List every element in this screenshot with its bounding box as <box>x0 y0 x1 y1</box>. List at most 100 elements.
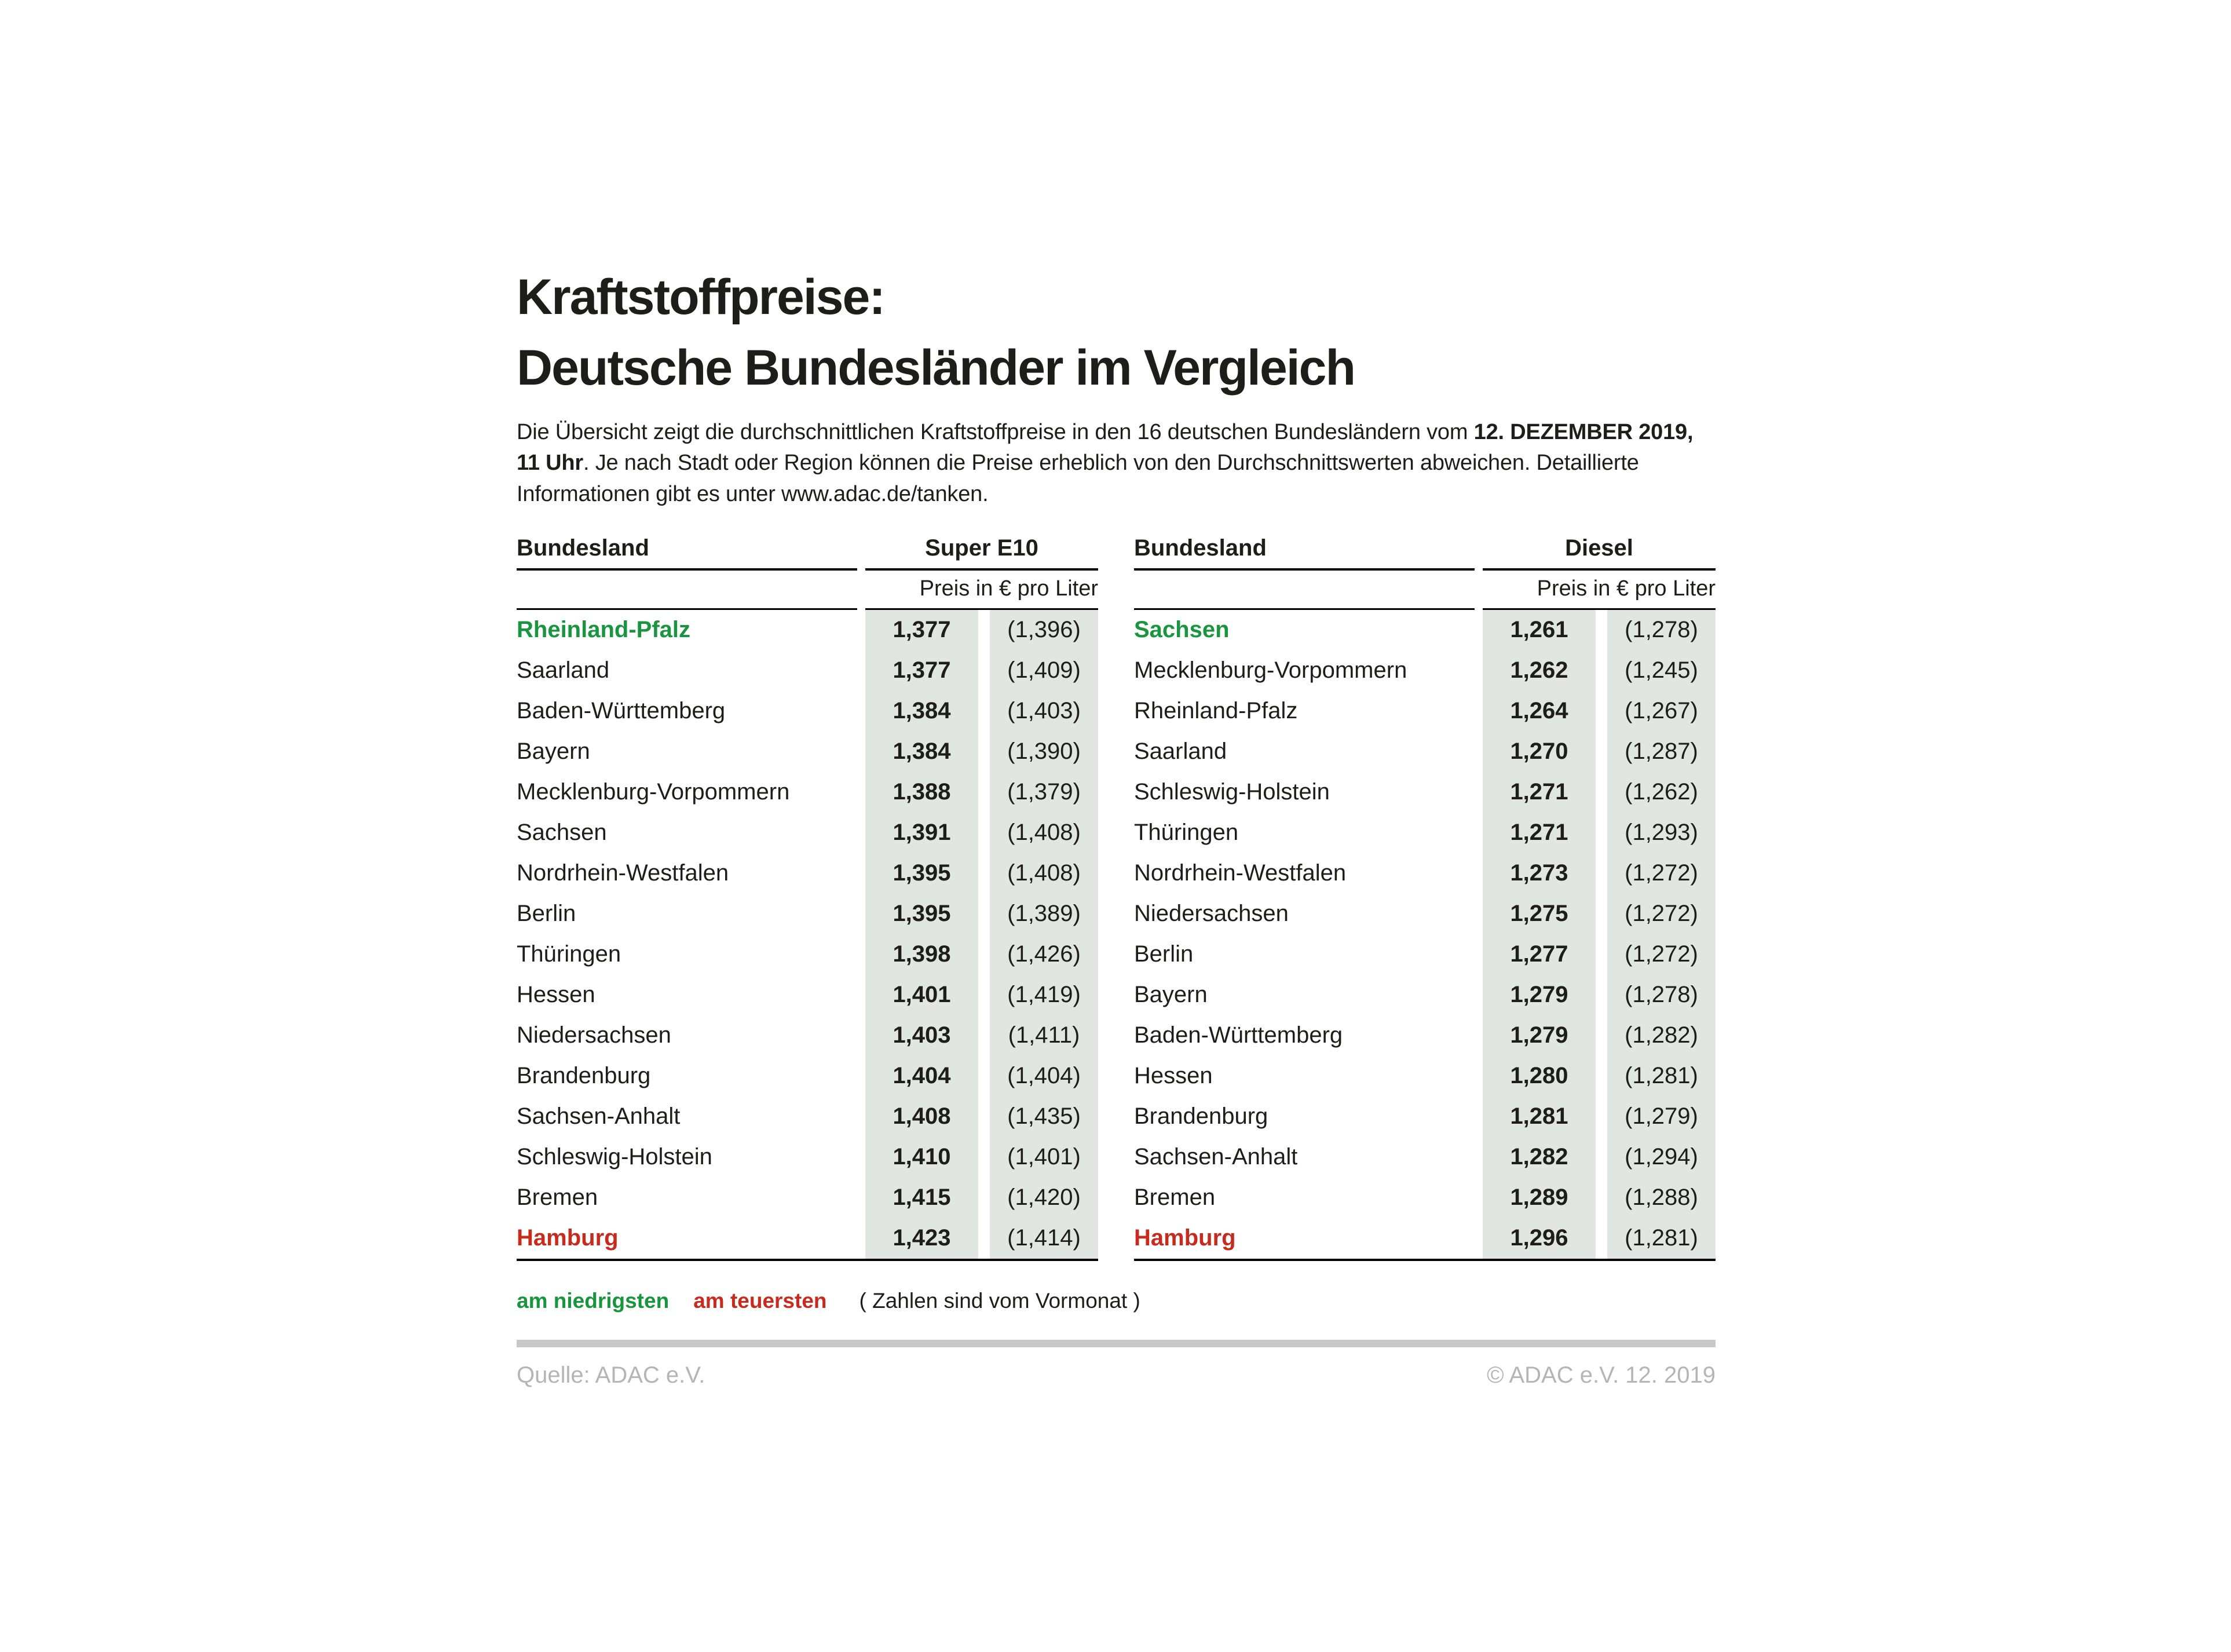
price-cell: 1,271 <box>1483 812 1596 853</box>
legend: am niedrigsten am teuersten ( Zahlen sin… <box>517 1289 1716 1313</box>
table-row: Sachsen-Anhalt 1,408 (1,435) <box>517 1096 1098 1137</box>
prev-price-cell: (1,409) <box>990 650 1098 691</box>
state-cell: Nordrhein-Westfalen <box>1134 860 1347 886</box>
state-cell: Mecklenburg-Vorpommern <box>517 779 790 805</box>
table-row: Bayern 1,384 (1,390) <box>517 731 1098 772</box>
prev-price-cell: (1,403) <box>990 690 1098 732</box>
table-row: Schleswig-Holstein 1,271 (1,262) <box>1134 772 1716 813</box>
table-row: Bremen 1,415 (1,420) <box>517 1177 1098 1218</box>
state-cell: Bayern <box>517 739 590 765</box>
state-cell: Sachsen-Anhalt <box>1134 1144 1298 1170</box>
table-row: Hamburg 1,423 (1,414) <box>517 1218 1098 1259</box>
state-cell: Mecklenburg-Vorpommern <box>1134 657 1407 684</box>
table-row: Schleswig-Holstein 1,410 (1,401) <box>517 1136 1098 1178</box>
intro-text-before: Die Übersicht zeigt die durchschnittlich… <box>517 420 1474 445</box>
table-row: Baden-Württemberg 1,279 (1,282) <box>1134 1015 1716 1056</box>
prev-price-cell: (1,414) <box>990 1218 1098 1259</box>
table-bottom-rule <box>517 1258 1098 1261</box>
prev-price-cell: (1,404) <box>990 1055 1098 1097</box>
prev-price-cell: (1,267) <box>1607 690 1716 732</box>
state-cell: Sachsen-Anhalt <box>517 1103 681 1130</box>
price-cell: 1,384 <box>865 690 978 732</box>
price-cell: 1,391 <box>865 812 978 853</box>
price-cell: 1,261 <box>1483 609 1596 650</box>
source-text: Quelle: ADAC e.V. <box>517 1362 705 1388</box>
state-cell: Bremen <box>517 1185 598 1211</box>
state-cell: Niedersachsen <box>1134 901 1289 927</box>
state-cell: Hessen <box>517 982 595 1008</box>
column-header-bundesland: Bundesland <box>517 535 649 561</box>
table-row: Thüringen 1,398 (1,426) <box>517 934 1098 975</box>
price-cell: 1,395 <box>865 893 978 934</box>
prev-price-cell: (1,272) <box>1607 934 1716 975</box>
copyright-text: © ADAC e.V. 12. 2019 <box>1487 1362 1716 1388</box>
legend-note: ( Zahlen sind vom Vormonat ) <box>859 1288 1140 1313</box>
header-rule-top <box>517 568 1098 571</box>
price-cell: 1,277 <box>1483 934 1596 975</box>
price-cell: 1,388 <box>865 772 978 813</box>
table-row: Niedersachsen 1,403 (1,411) <box>517 1015 1098 1056</box>
header-rule-top <box>1134 568 1716 571</box>
price-cell: 1,377 <box>865 650 978 691</box>
prev-price-cell: (1,408) <box>990 853 1098 894</box>
divider-bar <box>517 1339 1716 1347</box>
price-cell: 1,262 <box>1483 650 1596 691</box>
prev-price-cell: (1,408) <box>990 812 1098 853</box>
prev-price-cell: (1,245) <box>1607 650 1716 691</box>
price-cell: 1,270 <box>1483 731 1596 772</box>
table-bottom-rule <box>1134 1258 1716 1261</box>
state-cell: Baden-Württemberg <box>517 698 726 724</box>
infographic: Kraftstoffpreise: Deutsche Bundesländer … <box>517 262 1716 1388</box>
state-cell: Hamburg <box>1134 1225 1236 1251</box>
page-title-line2: Deutsche Bundesländer im Vergleich <box>517 340 1356 396</box>
state-cell: Saarland <box>517 657 610 684</box>
tables-wrapper: Bundesland Super E10 Preis in € pro Lite… <box>517 535 1716 1261</box>
fuel-table-super-e10: Bundesland Super E10 Preis in € pro Lite… <box>517 535 1098 1261</box>
state-cell: Brandenburg <box>517 1063 651 1089</box>
state-cell: Hamburg <box>517 1225 619 1251</box>
prev-price-cell: (1,293) <box>1607 812 1716 853</box>
price-cell: 1,395 <box>865 853 978 894</box>
prev-price-cell: (1,287) <box>1607 731 1716 772</box>
fuel-table-diesel: Bundesland Diesel Preis in € pro Liter S… <box>1134 535 1716 1261</box>
prev-price-cell: (1,262) <box>1607 772 1716 813</box>
prev-price-cell: (1,419) <box>990 974 1098 1015</box>
state-cell: Brandenburg <box>1134 1103 1268 1130</box>
price-cell: 1,279 <box>1483 974 1596 1015</box>
prev-price-cell: (1,281) <box>1607 1055 1716 1097</box>
table-row: Mecklenburg-Vorpommern 1,388 (1,379) <box>517 772 1098 813</box>
state-cell: Nordrhein-Westfalen <box>517 860 729 886</box>
table-row: Saarland 1,377 (1,409) <box>517 650 1098 691</box>
intro-text: Die Übersicht zeigt die durchschnittlich… <box>517 417 1716 510</box>
price-cell: 1,408 <box>865 1096 978 1137</box>
table-header-row: Bundesland Diesel <box>1134 535 1716 561</box>
table-row: Brandenburg 1,404 (1,404) <box>517 1055 1098 1097</box>
table-row: Saarland 1,270 (1,287) <box>1134 731 1716 772</box>
prev-price-cell: (1,411) <box>990 1015 1098 1056</box>
price-cell: 1,398 <box>865 934 978 975</box>
table-row: Niedersachsen 1,275 (1,272) <box>1134 893 1716 934</box>
table-row: Hamburg 1,296 (1,281) <box>1134 1218 1716 1259</box>
table-row: Brandenburg 1,281 (1,279) <box>1134 1096 1716 1137</box>
price-unit-header: Preis in € pro Liter <box>1537 576 1716 601</box>
prev-price-cell: (1,390) <box>990 731 1098 772</box>
table-row: Thüringen 1,271 (1,293) <box>1134 812 1716 853</box>
state-cell: Rheinland-Pfalz <box>1134 698 1298 724</box>
price-cell: 1,296 <box>1483 1218 1596 1259</box>
price-unit-header: Preis in € pro Liter <box>919 576 1098 601</box>
prev-price-cell: (1,435) <box>990 1096 1098 1137</box>
state-cell: Berlin <box>517 901 576 927</box>
legend-lowest: am niedrigsten <box>517 1288 670 1313</box>
table-row: Berlin 1,395 (1,389) <box>517 893 1098 934</box>
table-row: Sachsen-Anhalt 1,282 (1,294) <box>1134 1136 1716 1178</box>
price-cell: 1,377 <box>865 609 978 650</box>
table-row: Bayern 1,279 (1,278) <box>1134 974 1716 1015</box>
prev-price-cell: (1,396) <box>990 609 1098 650</box>
state-cell: Thüringen <box>517 941 621 967</box>
price-cell: 1,275 <box>1483 893 1596 934</box>
state-cell: Baden-Württemberg <box>1134 1022 1343 1048</box>
intro-text-after: . Je nach Stadt oder Region können die P… <box>517 451 1639 506</box>
prev-price-cell: (1,278) <box>1607 609 1716 650</box>
table-row: Sachsen 1,261 (1,278) <box>1134 609 1716 650</box>
prev-price-cell: (1,420) <box>990 1177 1098 1218</box>
